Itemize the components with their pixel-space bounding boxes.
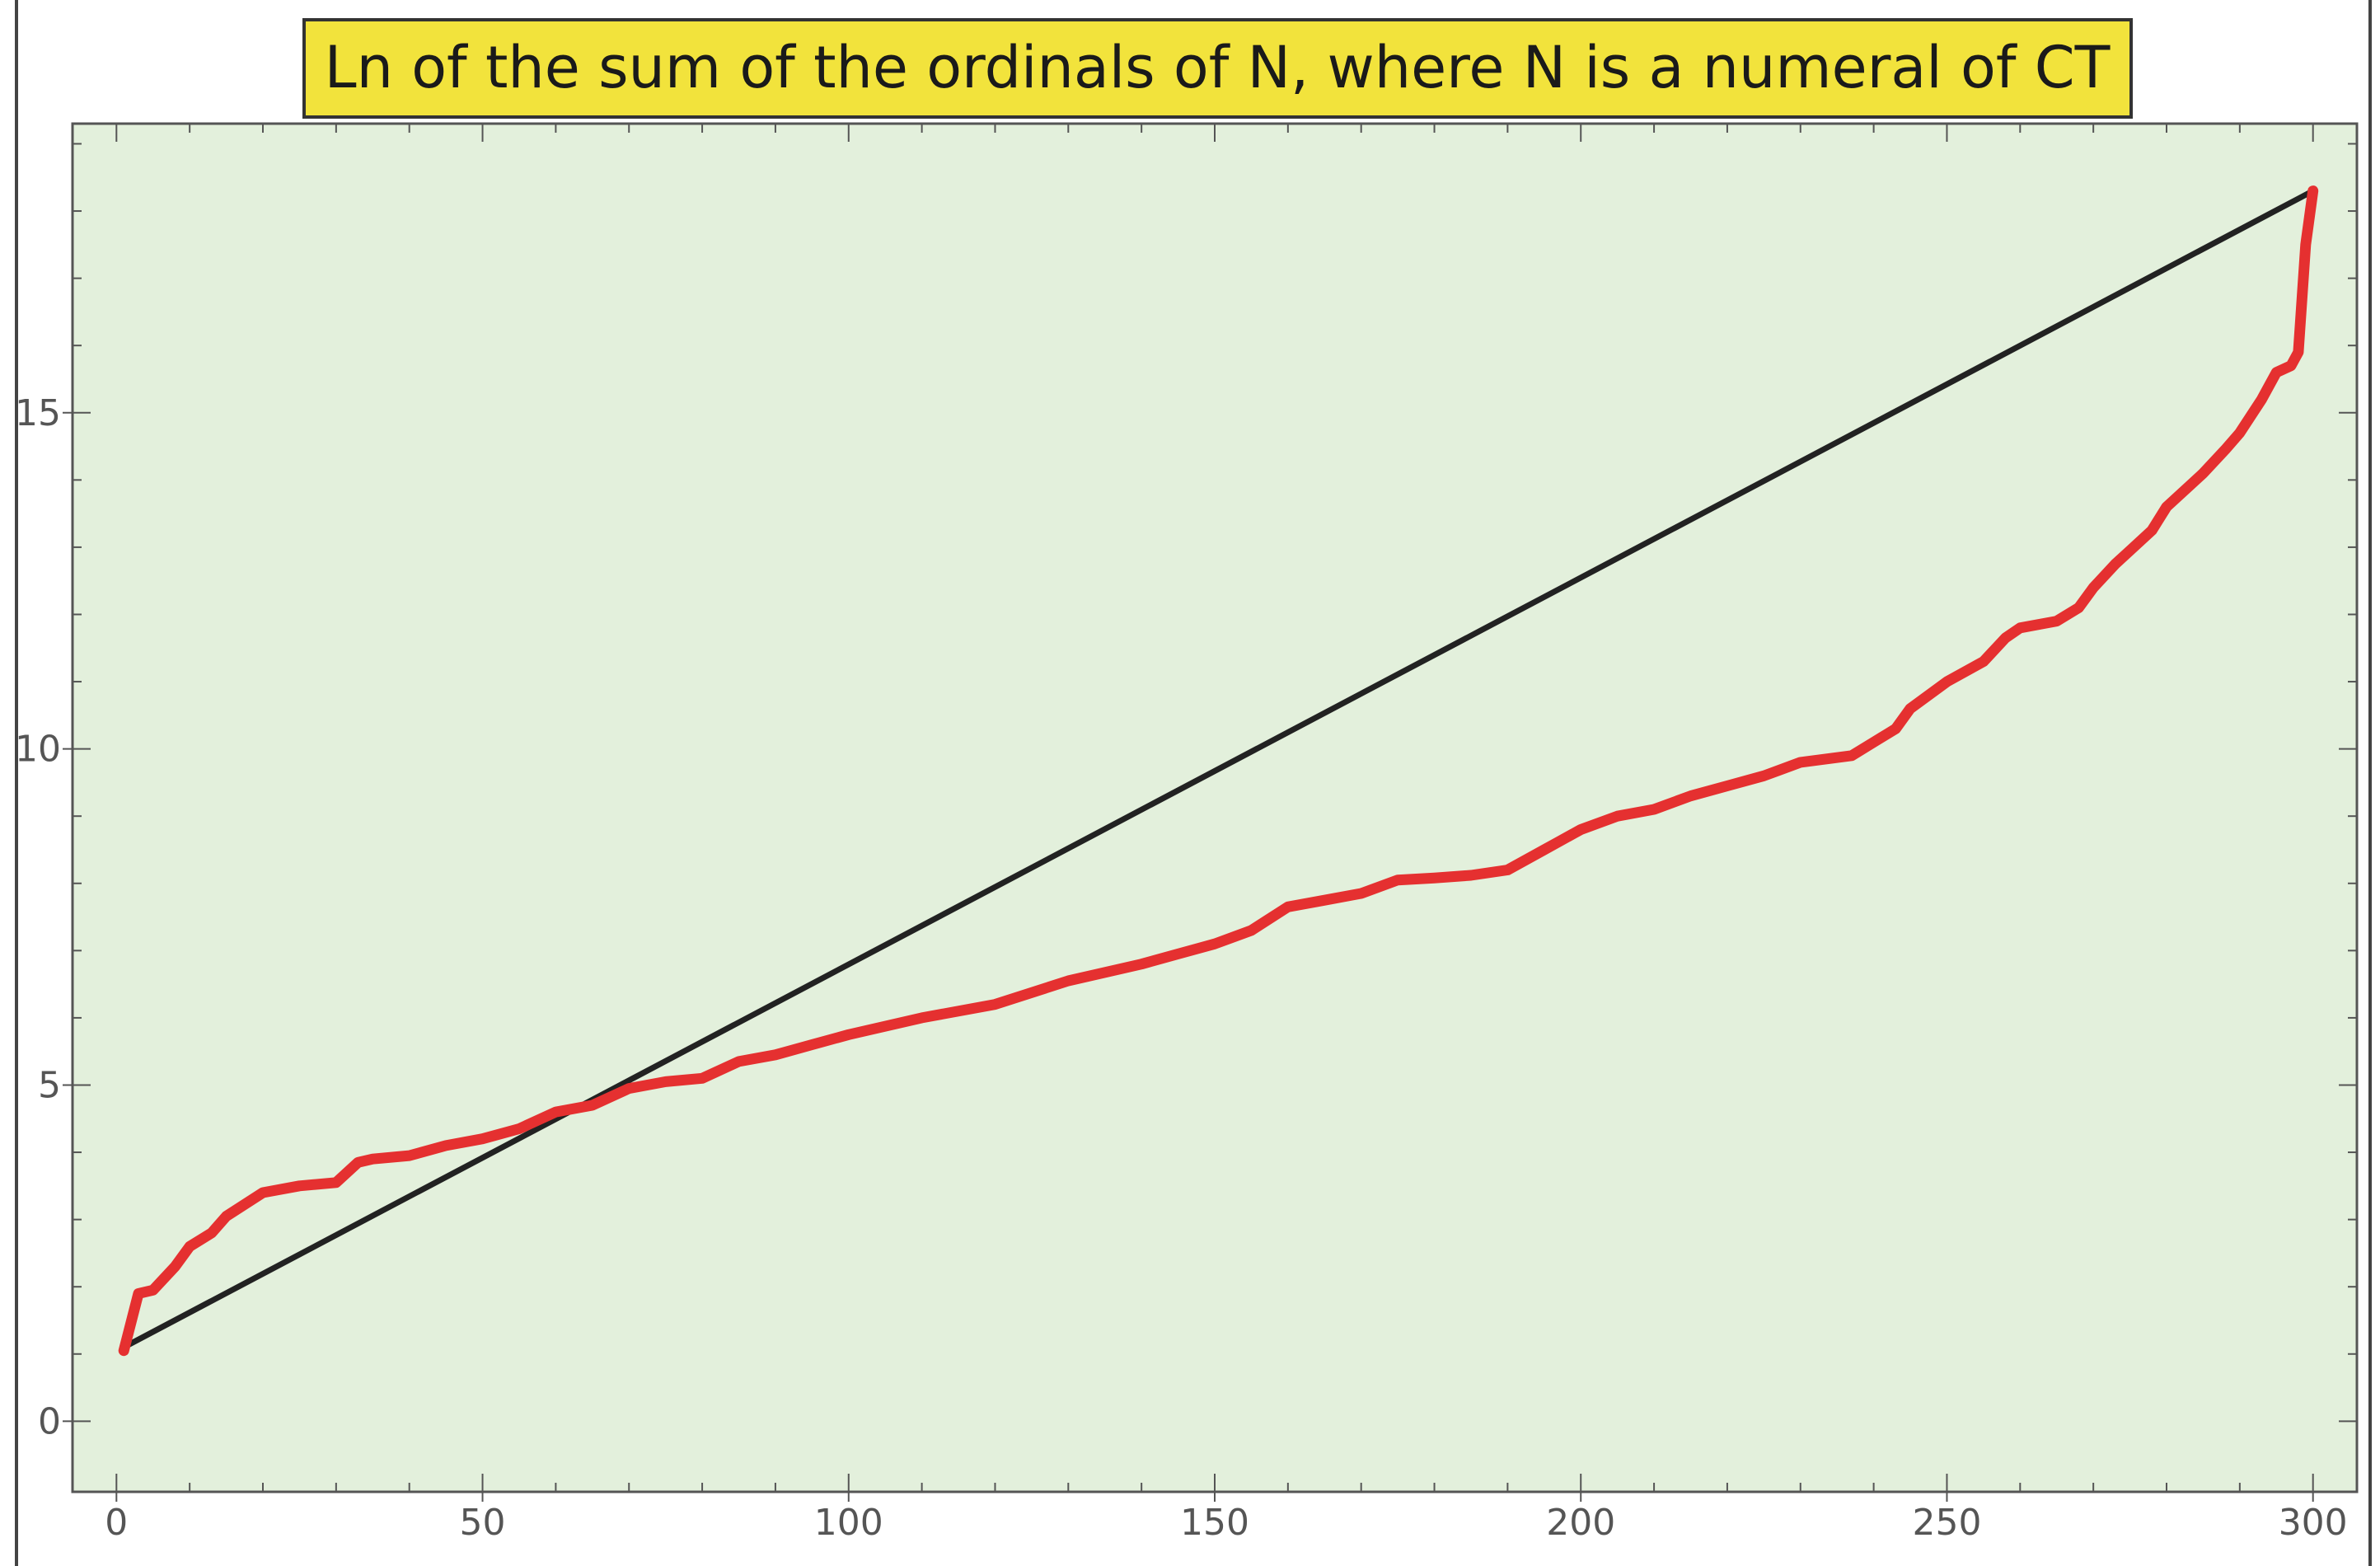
title-box [302,18,2133,119]
black-series-line [120,188,2317,1351]
x-tick-label: 300 [2279,1502,2348,1544]
x-tick-label: 200 [1546,1502,1615,1544]
series-layer [118,185,2319,1357]
y-tick-label: 15 [15,392,61,434]
x-tick-label: 250 [1912,1502,1981,1544]
chart-title: Ln of the sum of the ordinals of N, wher… [302,18,2133,119]
tick-labels: 0 50 100 150 200 250 300 0 5 10 15 [15,392,2348,1544]
x-tick-label: 100 [814,1502,883,1544]
red-series-line [118,185,2319,1357]
y-tick-label: 5 [38,1064,61,1106]
x-tick-label: 50 [460,1502,506,1544]
x-tick-label: 0 [105,1502,128,1544]
y-tick-label: 10 [15,729,61,771]
x-tick-label: 150 [1180,1502,1249,1544]
title-text: Ln of the sum of the ordinals of N, wher… [325,34,2111,101]
tick-marks [63,124,2357,1502]
y-tick-label: 0 [38,1400,61,1442]
plot-area [71,122,2359,1493]
